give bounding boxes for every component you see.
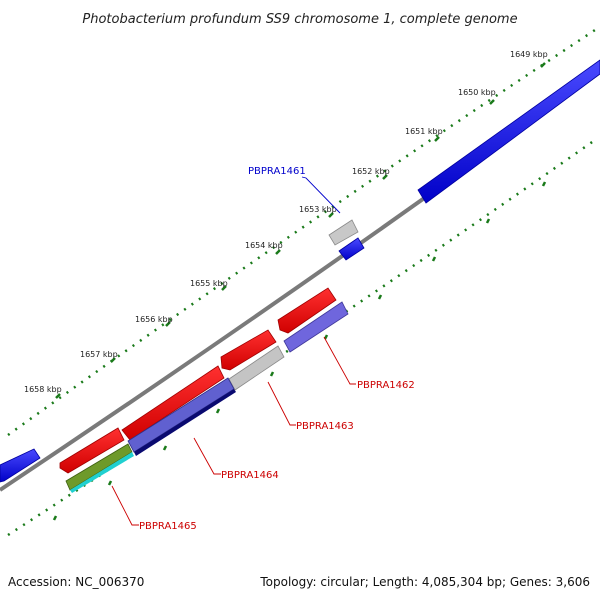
genome-summary: Topology: circular; Length: 4,085,304 bp… — [259, 575, 590, 589]
gene-feature-pbpra1461[interactable] — [328, 219, 359, 246]
inner-major-ticks — [52, 181, 547, 521]
scale-label: 1658 kbp — [24, 385, 62, 394]
gene-feature-red[interactable] — [121, 365, 225, 441]
gene-feature-red[interactable] — [59, 427, 125, 474]
scale-label: 1657 kbp — [80, 350, 118, 359]
scale-label: 1651 kbp — [405, 127, 443, 136]
gene-feature-blue[interactable] — [417, 59, 600, 204]
gene-feature-blue[interactable] — [0, 448, 41, 483]
leader-line-pbpra1462 — [323, 336, 356, 385]
gene-feature-red[interactable] — [220, 329, 277, 371]
gene-label-pbpra1465[interactable]: PBPRA1465 — [139, 521, 197, 532]
scale-label: 1655 kbp — [190, 279, 228, 288]
map-title: Photobacterium profundum SS9 chromosome … — [82, 12, 517, 27]
gene-label-pbpra1463[interactable]: PBPRA1463 — [296, 421, 354, 432]
scale-label: 1654 kbp — [245, 241, 283, 250]
scale-label: 1656 kbp — [135, 315, 173, 324]
gene-label-pbpra1464[interactable]: PBPRA1464 — [221, 470, 279, 481]
gene-label-pbpra1462[interactable]: PBPRA1462 — [357, 380, 415, 391]
outer-scale-arc — [7, 28, 596, 437]
gene-label-pbpra1461[interactable]: PBPRA1461 — [248, 166, 306, 177]
leader-line-pbpra1464 — [193, 437, 221, 475]
scale-label: 1652 kbp — [352, 167, 390, 176]
scale-label: 1650 kbp — [458, 88, 496, 97]
gene-feature-pbpra1462[interactable] — [283, 301, 349, 353]
outer-major-ticks — [55, 62, 546, 399]
gene-feature-blue[interactable] — [338, 237, 365, 261]
gene-feature-red[interactable] — [277, 287, 337, 334]
scale-label: 1653 kbp — [299, 205, 337, 214]
accession-text: Accession: NC_006370 — [8, 575, 144, 589]
leader-line-pbpra1465 — [111, 485, 139, 526]
leader-line-pbpra1461 — [301, 176, 341, 214]
gene-feature-pbpra1464-inner[interactable] — [134, 389, 236, 456]
scale-label: 1649 kbp — [510, 50, 548, 59]
leader-line-pbpra1463 — [267, 381, 296, 426]
gene-feature-pbpra1465-inner[interactable] — [70, 452, 134, 493]
